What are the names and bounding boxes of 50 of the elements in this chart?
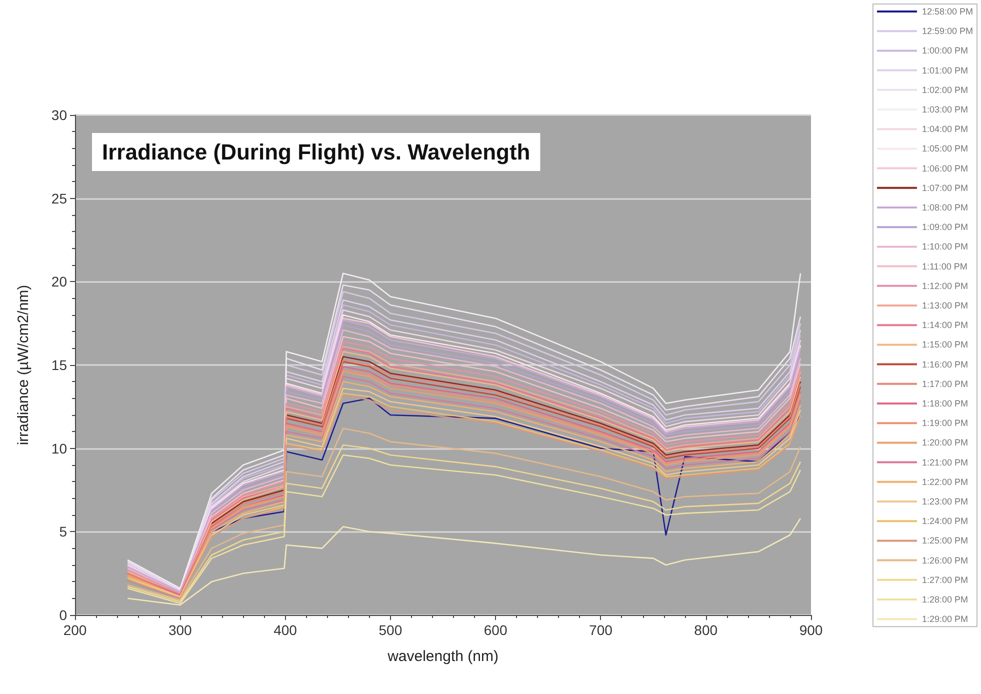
legend-label: 1:13:00 PM xyxy=(922,300,968,310)
y-tick-label: 10 xyxy=(51,440,68,456)
x-tick-label: 400 xyxy=(274,622,298,638)
legend-label: 1:01:00 PM xyxy=(922,65,968,76)
legend-label: 1:19:00 PM xyxy=(922,418,968,428)
legend-label: 1:23:00 PM xyxy=(922,496,968,506)
x-tick-label: 900 xyxy=(799,622,823,638)
legend-label: 1:12:00 PM xyxy=(922,280,968,291)
legend-label: 1:09:00 PM xyxy=(922,222,968,232)
y-tick-label: 25 xyxy=(51,190,68,206)
legend-label: 1:00:00 PM xyxy=(922,46,968,56)
y-tick-label: 20 xyxy=(51,274,68,290)
legend-label: 1:22:00 PM xyxy=(922,476,968,487)
legend-label: 1:21:00 PM xyxy=(922,457,968,468)
legend-label: 1:07:00 PM xyxy=(922,182,968,193)
y-axis-title: irradiance (µW/cm2/nm) xyxy=(15,284,32,446)
legend-label: 12:58:00 PM xyxy=(922,6,974,16)
legend-label: 1:18:00 PM xyxy=(922,398,968,408)
x-tick-label: 200 xyxy=(63,622,87,638)
legend-label: 1:06:00 PM xyxy=(922,163,968,174)
x-tick-label: 300 xyxy=(168,622,192,638)
legend-label: 1:15:00 PM xyxy=(922,340,968,350)
legend-label: 1:27:00 PM xyxy=(922,574,968,585)
legend-label: 1:08:00 PM xyxy=(922,202,968,212)
legend-label: 1:16:00 PM xyxy=(922,359,968,370)
y-tick-label: 30 xyxy=(51,107,68,123)
legend-label: 1:04:00 PM xyxy=(922,124,968,134)
legend-label: 1:26:00 PM xyxy=(922,555,968,566)
y-tick-label: 5 xyxy=(59,524,68,540)
x-tick-label: 700 xyxy=(589,622,613,638)
legend-label: 1:11:00 PM xyxy=(922,261,968,272)
legend-label: 1:28:00 PM xyxy=(922,594,968,604)
legend-label: 1:25:00 PM xyxy=(922,536,968,546)
legend-label: 1:14:00 PM xyxy=(922,320,968,330)
legend-label: 1:05:00 PM xyxy=(922,144,968,154)
legend-label: 12:59:00 PM xyxy=(922,26,974,36)
legend-label: 1:03:00 PM xyxy=(922,104,968,114)
x-tick-label: 600 xyxy=(484,622,508,638)
x-tick-label: 800 xyxy=(694,622,718,638)
legend-label: 1:02:00 PM xyxy=(922,84,968,95)
text: Irradiance (During Flight) vs. Wavelength xyxy=(102,140,530,164)
legend-label: 1:17:00 PM xyxy=(922,378,968,389)
x-tick-label: 500 xyxy=(378,622,402,638)
legend-label: 1:29:00 PM xyxy=(922,614,968,624)
legend-label: 1:10:00 PM xyxy=(922,242,968,252)
x-axis-title: wavelength (nm) xyxy=(386,648,498,665)
legend-label: 1:24:00 PM xyxy=(922,516,968,526)
y-tick-label: 15 xyxy=(51,357,68,373)
y-tick-label: 0 xyxy=(59,607,68,623)
legend-label: 1:20:00 PM xyxy=(922,438,968,448)
